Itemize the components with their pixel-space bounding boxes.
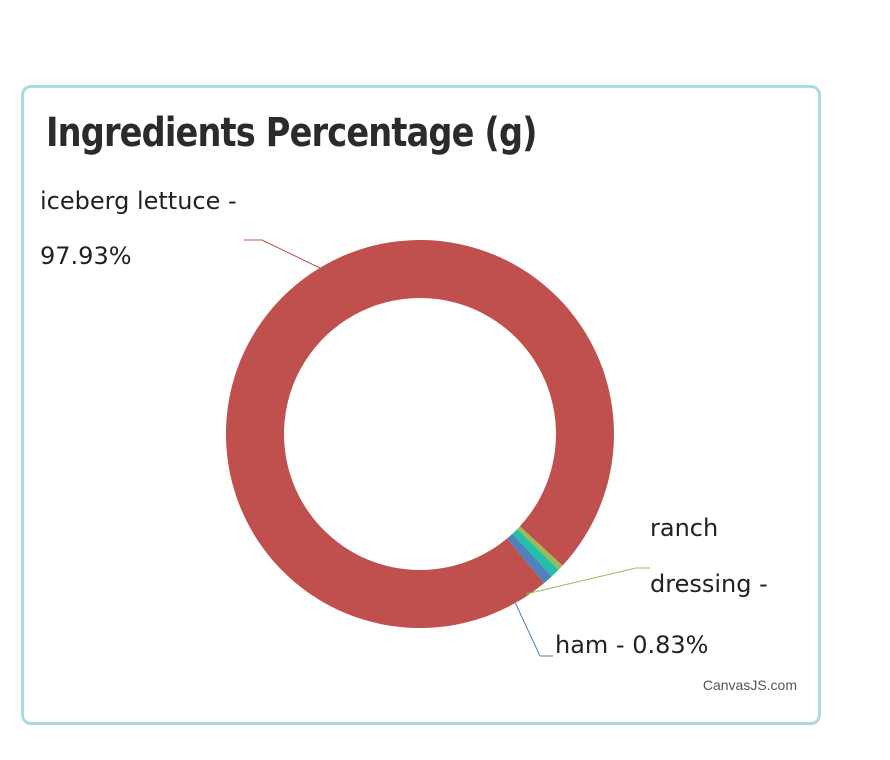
slice-label-ranch-dressing: dressing - — [650, 570, 768, 598]
slice-label-iceberg-lettuce: 97.93% — [40, 242, 132, 270]
slice-ranch-dressing[interactable] — [517, 526, 563, 570]
slice-label-ham: ham - 0.83% — [555, 631, 708, 659]
slice-unlabeled-2[interactable] — [512, 529, 559, 577]
labels-layer: iceberg lettuce - 97.93% ranch dressing - ha… — [40, 187, 768, 659]
slice-iceberg-lettuce[interactable] — [225, 240, 614, 629]
chart-title: Ingredients Percentage (g) — [46, 110, 538, 156]
slice-label-ranch-dressing: ranch — [650, 514, 718, 542]
slice-ham[interactable] — [507, 533, 552, 584]
slice-label-iceberg-lettuce: iceberg lettuce - — [40, 187, 237, 215]
leader-line-ham — [513, 599, 553, 657]
credits-link[interactable]: CanvasJS.com — [703, 677, 797, 693]
leader-line-ranch-dressing — [525, 567, 650, 595]
leader-line-iceberg-lettuce — [244, 239, 321, 269]
slices-layer — [225, 240, 614, 629]
